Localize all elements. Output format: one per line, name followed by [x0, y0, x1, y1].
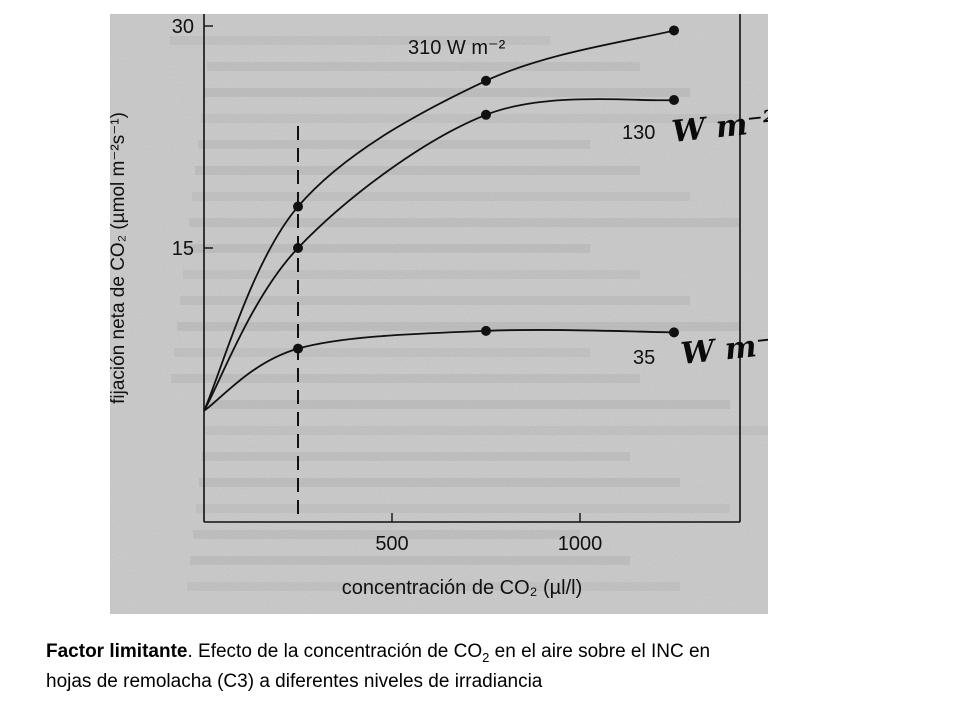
series-0-point-1	[293, 201, 303, 212]
bleed-through-line	[171, 374, 640, 383]
caption-text-1: . Efecto de la concentración de CO	[187, 641, 483, 662]
series-2-point-2	[481, 325, 491, 336]
bleed-through-line	[174, 348, 590, 357]
bleed-through-line	[205, 426, 780, 435]
scan-grain	[110, 14, 768, 614]
y-axis-title: fijación neta de CO₂ (µmol m⁻²s⁻¹)	[110, 112, 129, 404]
bleed-through-line	[187, 582, 680, 591]
series-2-point-1	[293, 343, 303, 354]
bleed-through-line	[202, 452, 630, 461]
bleed-through-line	[196, 504, 730, 513]
bleed-through-line	[190, 556, 630, 565]
series-line-2	[203, 329, 675, 412]
figure-scan: 500 1000 15 30 concentración de CO₂ (µl/l) fi…	[108, 14, 787, 614]
chart-svg: 500 1000 15 30 concentración de CO₂ (µl/l) fi…	[108, 14, 787, 614]
y-tick-label-30: 30	[172, 16, 194, 38]
bleed-through-line	[180, 296, 690, 305]
bleed-through-line	[207, 62, 640, 71]
bleed-through-line	[195, 166, 640, 175]
x-tick-label-1000: 1000	[558, 533, 603, 555]
series-0-point-2	[481, 75, 491, 86]
bleed-through-line	[189, 218, 740, 227]
bleed-through-line	[186, 244, 590, 253]
bleed-through-line	[204, 88, 690, 97]
series-0-point-3	[669, 25, 679, 36]
bleed-through-line	[193, 530, 580, 539]
bleed-through-line	[177, 322, 740, 331]
bleed-through-line	[198, 140, 590, 149]
bleed-through-line	[192, 192, 690, 201]
bleed-through-line	[208, 400, 730, 409]
caption-line-2: hojas de remolacha (C3) a diferentes niv…	[46, 670, 543, 692]
label-130: 130	[622, 122, 655, 144]
caption-line-1: Factor limitante. Efecto de la concentra…	[46, 640, 926, 670]
caption-bold: Factor limitante	[46, 641, 188, 662]
caption-subscript: 2	[482, 649, 490, 665]
series-1-point-1	[293, 243, 303, 253]
bleed-through-text	[170, 36, 780, 591]
bleed-through-line	[170, 36, 550, 45]
caption-text-2: en el aire sobre el INC en	[489, 641, 711, 662]
label-35: 35	[633, 347, 655, 369]
series-line-0	[203, 29, 675, 412]
figure-caption: Factor limitante. Efecto de la concentra…	[46, 640, 926, 694]
x-axis-title: concentración de CO₂ (µl/l)	[342, 577, 583, 599]
bleed-through-line	[201, 114, 740, 123]
bleed-through-line	[183, 270, 640, 279]
series-1-point-3	[669, 95, 679, 105]
x-tick-label-500: 500	[375, 533, 408, 555]
bleed-through-line	[199, 478, 680, 487]
label-310: 310 W m⁻²	[408, 37, 506, 59]
series-1-point-2	[481, 109, 491, 120]
y-tick-label-15: 15	[172, 238, 194, 260]
series-line-1	[203, 98, 675, 412]
series-2-point-3	[669, 327, 679, 338]
